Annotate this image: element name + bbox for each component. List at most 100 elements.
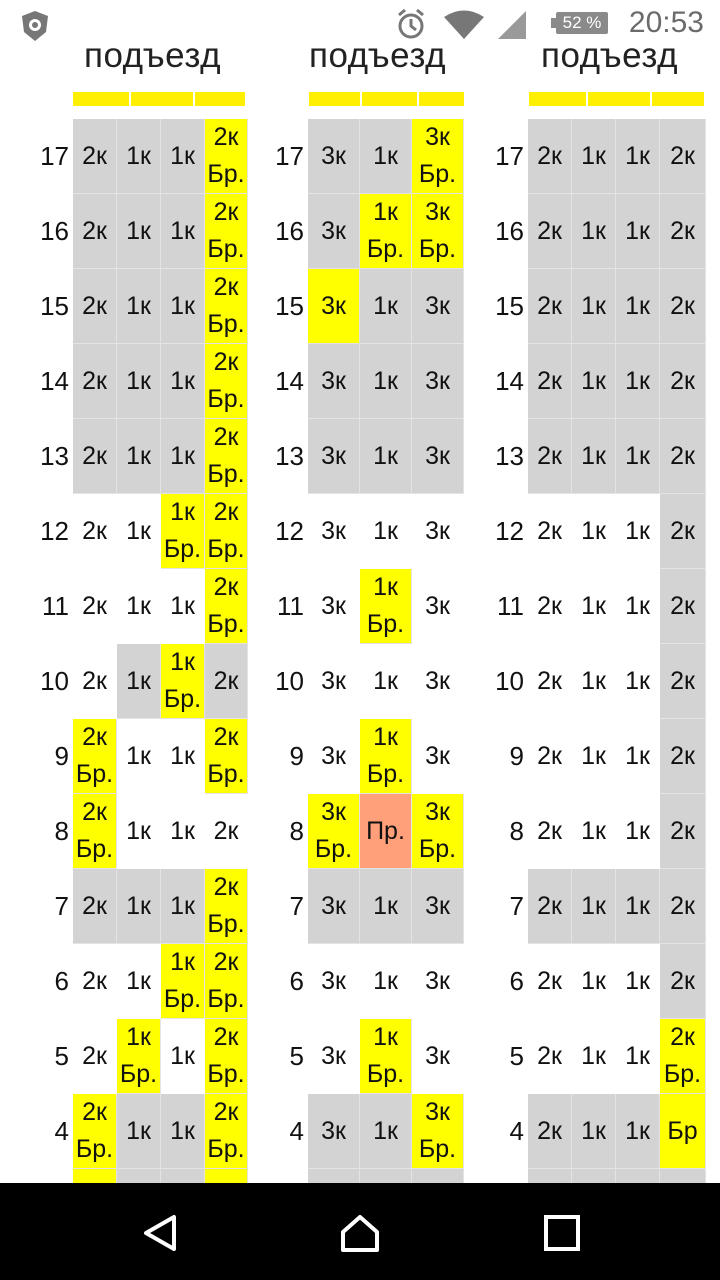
apartment-cell[interactable]: 2к (73, 119, 117, 194)
apartment-cell[interactable]: 2к (660, 419, 706, 494)
apartment-cell[interactable]: 2к (73, 644, 117, 719)
apartment-cell[interactable]: 2к Бр. (205, 1094, 248, 1169)
apartment-cell[interactable]: 3к (412, 569, 464, 644)
apartment-cell[interactable]: 1к (117, 569, 161, 644)
apartment-cell[interactable]: 1к (161, 719, 205, 794)
apartment-cell[interactable]: 1к (616, 719, 660, 794)
apartment-cell[interactable]: 2к Бр. (205, 1019, 248, 1094)
apartment-cell[interactable] (360, 1169, 412, 1183)
apartment-cell[interactable]: Бр (660, 1094, 706, 1169)
apartment-cell[interactable]: 2к (660, 794, 706, 869)
apartment-cell[interactable]: 2к (660, 269, 706, 344)
apartment-cell[interactable]: 2к (73, 1019, 117, 1094)
apartment-cell[interactable]: 1к (360, 1094, 412, 1169)
apartment-cell[interactable]: 1к (117, 269, 161, 344)
apartment-cell[interactable]: 2к (73, 494, 117, 569)
apartment-cell[interactable]: 2к (205, 1169, 248, 1183)
apartment-cell[interactable]: 1к Бр. (360, 569, 412, 644)
apartment-cell[interactable]: 1к (360, 869, 412, 944)
apartment-cell[interactable]: 1к (117, 119, 161, 194)
apartment-cell[interactable]: 1к (360, 344, 412, 419)
apartment-cell[interactable]: 2к (73, 344, 117, 419)
apartment-cell[interactable]: 2к (73, 419, 117, 494)
apartment-cell[interactable]: 1к (616, 869, 660, 944)
apartment-cell[interactable]: 2к Бр. (73, 719, 117, 794)
apartment-cell[interactable]: 1к (161, 269, 205, 344)
apartment-cell[interactable]: 3к (412, 869, 464, 944)
apartment-cell[interactable]: 2к (528, 119, 572, 194)
apartment-cell[interactable]: 2к (528, 269, 572, 344)
apartment-cell[interactable]: 1к (117, 344, 161, 419)
apartment-cell[interactable]: 2к (528, 344, 572, 419)
apartment-cell[interactable]: 1к (117, 794, 161, 869)
apartment-cell[interactable]: 2к Бр. (73, 794, 117, 869)
apartment-cell[interactable]: 1к (117, 944, 161, 1019)
apartment-cell[interactable]: 3к (308, 719, 360, 794)
apartment-cell[interactable]: 2к (660, 119, 706, 194)
apartment-cell[interactable]: 1к (161, 419, 205, 494)
apartment-cell[interactable]: 2к (205, 794, 248, 869)
apartment-cell[interactable]: 1к (117, 1094, 161, 1169)
apartment-cell[interactable]: 2к (528, 644, 572, 719)
apartment-cell[interactable]: 1к (572, 1019, 616, 1094)
apartment-cell[interactable]: 1к (616, 794, 660, 869)
apartment-cell[interactable]: 1к (572, 194, 616, 269)
apartment-cell[interactable]: 2к (73, 944, 117, 1019)
apartment-cell[interactable]: 3к (308, 1094, 360, 1169)
apartment-cell[interactable]: 1к (572, 419, 616, 494)
apartment-cell[interactable]: 1к (360, 944, 412, 1019)
apartment-cell[interactable]: 2к (73, 269, 117, 344)
apartment-cell[interactable]: 3к Бр. (412, 794, 464, 869)
apartment-cell[interactable]: 1к (161, 119, 205, 194)
apartment-cell[interactable]: 2к (660, 194, 706, 269)
apartment-cell[interactable]: 1к (161, 869, 205, 944)
apartment-cell[interactable]: Пр. (360, 794, 412, 869)
apartment-cell[interactable]: 1к Бр. (360, 194, 412, 269)
apartment-cell[interactable] (412, 1169, 464, 1183)
apartment-cell[interactable]: 3к Бр. (308, 794, 360, 869)
apartment-cell[interactable]: 1к (360, 644, 412, 719)
apartment-cell[interactable]: 1к (117, 419, 161, 494)
apartment-cell[interactable]: 2к Бр. (205, 569, 248, 644)
apartment-cell[interactable]: 1к (161, 1019, 205, 1094)
apartment-cell[interactable]: 3к (308, 119, 360, 194)
apartment-cell[interactable]: 1к (616, 119, 660, 194)
apartment-cell[interactable]: 2к (205, 644, 248, 719)
apartment-cell[interactable]: 1к (117, 194, 161, 269)
apartment-cell[interactable]: 3к Бр. (412, 119, 464, 194)
apartment-cell[interactable]: 1к (616, 1019, 660, 1094)
apartment-cell[interactable]: 1к (572, 569, 616, 644)
apartment-cell[interactable]: 1к Бр. (117, 1019, 161, 1094)
apartment-cell[interactable]: 2к Бр. (660, 1019, 706, 1094)
apartment-cell[interactable]: 2к (660, 719, 706, 794)
apartment-cell[interactable]: 1к (161, 569, 205, 644)
apartment-cell[interactable]: 1к (117, 719, 161, 794)
apartment-cell[interactable]: 1к (161, 194, 205, 269)
apartment-cell[interactable]: 2к (528, 1019, 572, 1094)
apartment-cell[interactable]: 1к (360, 119, 412, 194)
apartment-cell[interactable] (572, 1169, 616, 1183)
apartment-cell[interactable]: 3к (412, 344, 464, 419)
apartment-cell[interactable]: 1к (572, 344, 616, 419)
apartment-cell[interactable]: 2к (660, 869, 706, 944)
apartment-cell[interactable]: 1к (572, 644, 616, 719)
apartment-cell[interactable]: 1к (161, 344, 205, 419)
apartment-cell[interactable]: 3к Бр. (412, 194, 464, 269)
apartment-cell[interactable]: 3к (308, 344, 360, 419)
apartment-cell[interactable]: 3к Бр. (412, 1094, 464, 1169)
apartment-cell[interactable]: 1к (360, 419, 412, 494)
apartment-cell[interactable]: 2к Бр. (205, 194, 248, 269)
apartment-cell[interactable]: 2к Бр. (205, 419, 248, 494)
apartment-cell[interactable] (161, 1169, 205, 1183)
apartment-cell[interactable]: 2к (660, 944, 706, 1019)
apartment-cell[interactable]: 3к (308, 944, 360, 1019)
apartment-cell[interactable]: 2к (73, 869, 117, 944)
apartment-cell[interactable]: 1к (161, 1094, 205, 1169)
apartment-cell[interactable]: 3к (412, 1019, 464, 1094)
back-icon[interactable] (140, 1213, 180, 1253)
apartment-cell[interactable]: 2к (73, 569, 117, 644)
apartment-cell[interactable]: 2к Бр. (205, 494, 248, 569)
apartment-cell[interactable]: 1к (572, 494, 616, 569)
apartment-cell[interactable]: 2к Бр. (205, 719, 248, 794)
apartment-cell[interactable]: 3к (308, 494, 360, 569)
